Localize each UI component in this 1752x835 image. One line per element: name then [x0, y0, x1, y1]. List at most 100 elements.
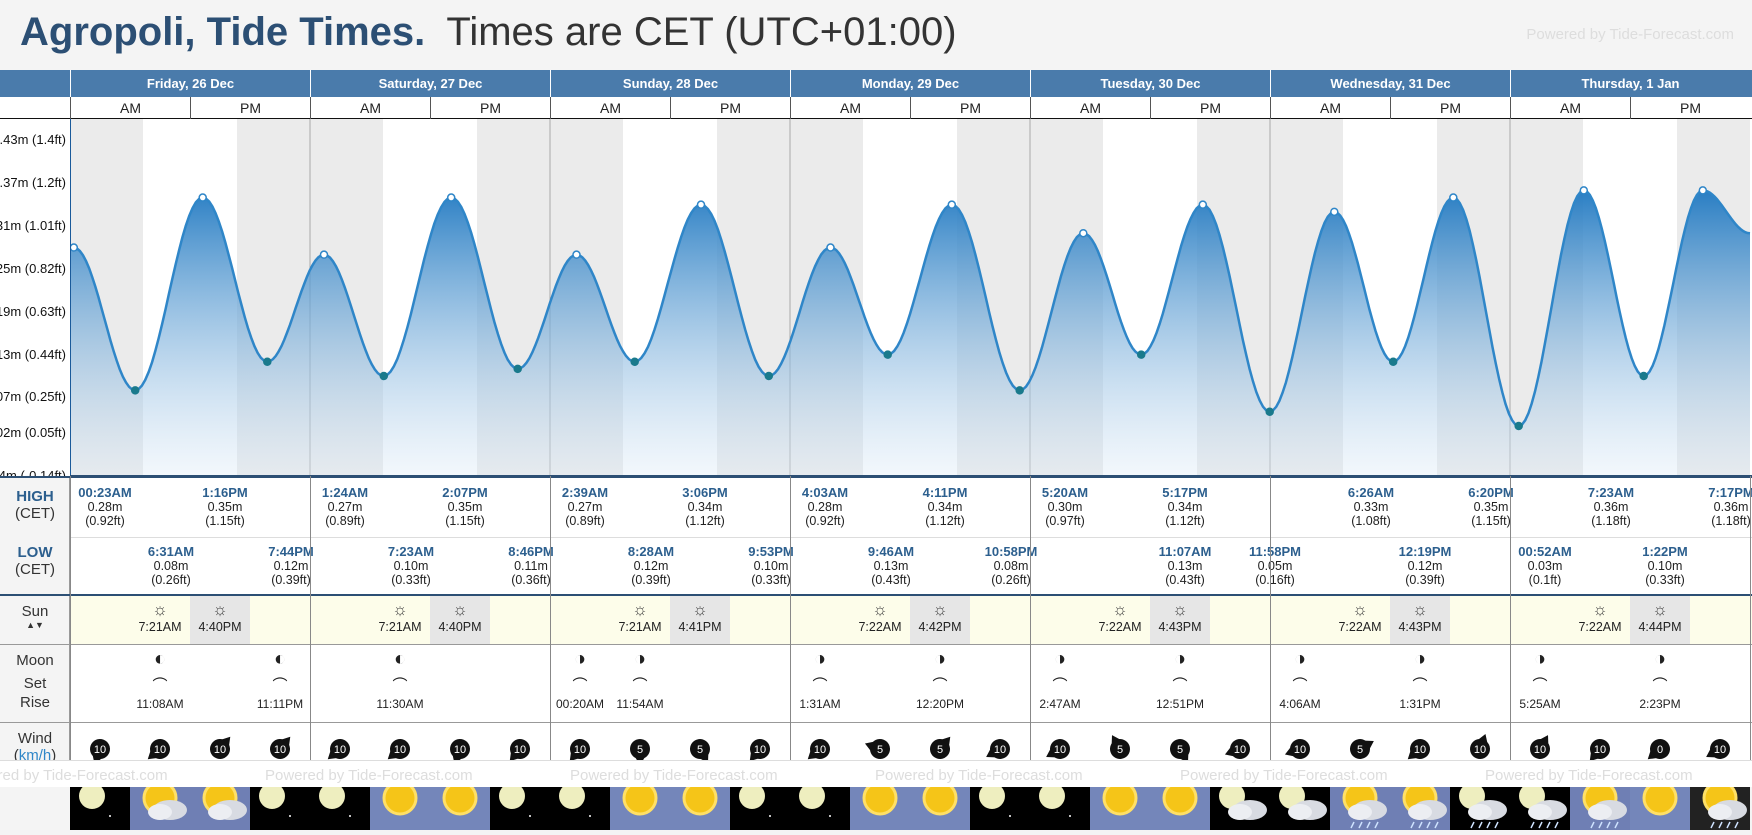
high-tide-feet: (0.97ft)	[1045, 514, 1085, 528]
high-tide-time: 7:23AM	[1587, 485, 1635, 500]
moon-cell: ◑ ⌒ 5:25AM	[1510, 648, 1570, 711]
sun-label: Sun ▲▼	[0, 603, 70, 630]
day-separator	[1750, 476, 1751, 770]
wind-pointer	[749, 751, 759, 762]
high-tide-feet: (1.12ft)	[685, 514, 725, 528]
wind-arrow-icon: 10	[1284, 739, 1310, 759]
sunset-cell: ☼ 4:42PM	[910, 596, 970, 644]
high-tide-point	[1079, 228, 1088, 238]
moon-cell: ◑ ⌒ 1:31PM	[1390, 648, 1450, 711]
wind-cell: 10	[130, 732, 190, 766]
ampm-am: AM	[1510, 97, 1630, 119]
high-tide: 6:26AM 0.33m (1.08ft)	[1336, 486, 1406, 529]
wind-pointer	[1706, 748, 1716, 758]
wind-cell: 0	[1630, 732, 1690, 766]
header: Agropoli, Tide Times. Times are CET (UTC…	[0, 0, 1752, 70]
low-tide-feet: (0.33ft)	[391, 573, 431, 587]
wind-speed: 10	[754, 744, 766, 756]
wind-arrow-icon: 5	[1350, 739, 1374, 759]
low-tide-point	[513, 364, 522, 374]
low-tide-feet: (0.26ft)	[151, 573, 191, 587]
low-tide: 12:19PM 0.12m (0.39ft)	[1390, 545, 1460, 588]
high-tide: 00:23AM 0.28m (0.92ft)	[70, 486, 140, 529]
moon-cell: ◑ ⌒ 00:20AM	[550, 648, 610, 711]
wind-arrow-icon: 10	[569, 739, 590, 762]
moon-phase-icon: ◐	[393, 648, 407, 670]
wind-dot	[390, 739, 410, 759]
rain-drop	[1546, 821, 1551, 829]
wind-pointer	[1539, 735, 1549, 745]
powered-by[interactable]: Powered by Tide-Forecast.com	[1526, 26, 1734, 43]
ampm-am: AM	[1030, 97, 1150, 119]
wind-pointer	[1046, 748, 1056, 758]
cloud-shape	[208, 804, 232, 820]
rain-drop	[1734, 821, 1739, 829]
moon-phase-icon: ◑	[1053, 648, 1067, 670]
low-tide-point	[1136, 350, 1146, 359]
high-tide: 1:16PM 0.35m (1.15ft)	[190, 486, 260, 529]
ampm-pm: PM	[190, 97, 310, 119]
high-tide-point	[1449, 193, 1458, 202]
high-tide-time: 1:24AM	[321, 485, 369, 500]
star	[769, 815, 771, 817]
tide-rows-bg	[70, 478, 1752, 594]
moonrise-icon: ⌒	[1532, 677, 1548, 694]
low-tide-time: 7:23AM	[387, 544, 435, 559]
moon-cell: ◑ ⌒ 12:20PM	[910, 648, 970, 711]
wind-pointer	[864, 741, 875, 751]
place-name: Agropoli, Tide Times.	[20, 10, 426, 54]
sunrise-icon: ☼	[1112, 600, 1128, 619]
wind-cell: 10	[1390, 732, 1450, 766]
wind-speed: 10	[1294, 744, 1306, 756]
high-tide: 5:20AM 0.30m (0.97ft)	[1030, 486, 1100, 529]
high-tide: 4:11PM 0.34m (1.12ft)	[910, 486, 980, 529]
sunrise-time: 7:21AM	[378, 620, 422, 634]
low-tide-time: 7:44PM	[268, 544, 314, 559]
sunset-time: 4:41PM	[678, 620, 722, 634]
wind-speed: 10	[514, 744, 526, 756]
moon-time: 00:20AM	[555, 697, 605, 711]
wind-speed: 10	[814, 744, 826, 756]
low-tide-meters: 0.13m	[873, 559, 909, 573]
wind-speed: 10	[394, 744, 406, 756]
sun-toggle-icon[interactable]: ▲▼	[26, 620, 44, 630]
wind-cell: 10	[250, 732, 310, 766]
low-tide-meters: 0.13m	[1167, 559, 1203, 573]
sun-label-text: Sun	[21, 603, 49, 620]
low-tide-meters: 0.08m	[993, 559, 1029, 573]
wind-dot	[330, 739, 350, 759]
ampm-pm: PM	[1630, 97, 1750, 119]
wind-pointer	[1284, 747, 1295, 757]
low-tide-time: 9:46AM	[867, 544, 915, 559]
wind-speed: 10	[454, 744, 466, 756]
sunset-time: 4:42PM	[918, 620, 962, 634]
rain-drop	[1538, 821, 1543, 829]
moon-phase-icon: ◑	[813, 648, 827, 670]
wind-speed: 5	[1357, 744, 1363, 756]
wind-arrow-icon: 10	[509, 739, 530, 762]
footer-credit: Powered by Tide-Forecast.com	[265, 767, 473, 784]
wind-unit-link[interactable]: km/h	[18, 747, 52, 764]
row-labels: HIGH (CET) LOW (CET) Sun ▲▼ Moon Set Rise Win…	[0, 476, 70, 787]
wind-cell: 10	[310, 732, 370, 766]
wind-pointer	[1478, 733, 1488, 744]
ampm-row: AM PM AM PM AM PM AM PM AM PM AM PM AM PM	[0, 97, 1752, 119]
wind-dot	[510, 739, 530, 759]
high-tide-point	[1698, 186, 1708, 195]
moon-time: 11:08AM	[136, 697, 184, 711]
moonrise-icon: ⌒	[272, 677, 288, 694]
high-label-text: HIGH	[16, 488, 54, 505]
sunrise-icon: ☼	[1592, 600, 1608, 619]
sunset-icon: ☼	[1652, 600, 1668, 619]
wind-pointer	[807, 750, 818, 760]
wind-dot	[1410, 739, 1430, 759]
wind-pointer	[1364, 740, 1374, 750]
sunrise-icon: ☼	[872, 600, 888, 619]
low-tide-meters: 0.11m	[514, 559, 548, 573]
wind-arrow-icon: 10	[1224, 739, 1250, 759]
low-tide: 8:46PM 0.11m (0.36ft)	[496, 545, 566, 588]
moon-cell: ◑ ⌒ 1:31AM	[790, 648, 850, 711]
high-tide: 1:24AM 0.27m (0.89ft)	[310, 485, 380, 529]
rain-drop	[1598, 821, 1603, 829]
high-tide-feet: (1.15ft)	[205, 514, 245, 528]
